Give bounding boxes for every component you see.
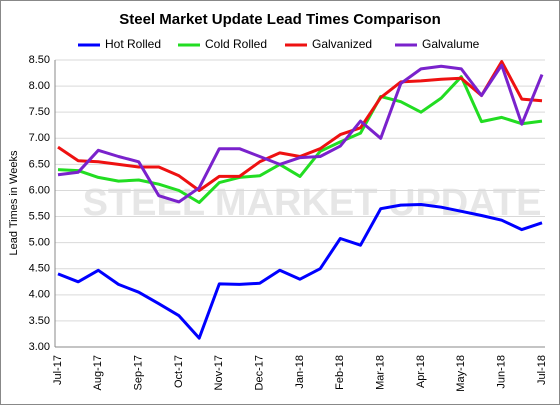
x-tick-label: Aug-17: [92, 355, 104, 390]
series-line: [57, 203, 543, 340]
x-tick-label: Feb-18: [334, 355, 346, 390]
x-tick-label: Nov-17: [213, 355, 225, 390]
x-tick-label: Jun-18: [496, 355, 508, 389]
series-line: [57, 63, 544, 204]
legend-label: Cold Rolled: [205, 37, 267, 51]
y-tick-label: 6.00: [29, 184, 50, 196]
x-tick-label: Dec-17: [254, 355, 266, 390]
y-tick-label: 3.50: [29, 315, 50, 327]
y-tick-label: 8.00: [29, 80, 50, 92]
y-tick-label: 7.00: [29, 132, 50, 144]
x-tick-label: Sep-17: [133, 355, 145, 390]
y-tick-label: 5.50: [29, 210, 50, 222]
watermark: STEEL MARKET UPDATE: [83, 182, 542, 224]
x-tick-label: May-18: [455, 355, 467, 392]
x-tick-label: Oct-17: [173, 355, 185, 388]
x-tick-label: Mar-18: [375, 355, 387, 390]
x-tick-label: Jan-18: [294, 355, 306, 389]
x-tick-label: Apr-18: [415, 355, 427, 388]
legend-label: Galvanized: [312, 37, 372, 51]
y-tick-label: 4.00: [29, 289, 50, 301]
y-tick-label: 8.50: [29, 54, 50, 66]
x-tick-label: Jul-18: [536, 355, 548, 385]
x-tick-label: Jul-17: [52, 355, 64, 385]
y-tick-label: 5.00: [29, 237, 50, 249]
y-tick-label: 7.50: [29, 106, 50, 118]
chart-title: Steel Market Update Lead Times Compariso…: [119, 11, 440, 28]
y-tick-label: 3.00: [29, 341, 50, 353]
y-axis-label: Lead Times in Weeks: [8, 150, 20, 255]
series-line: [57, 75, 543, 204]
y-tick-label: 6.50: [29, 158, 50, 170]
y-tick-label: 4.50: [29, 263, 50, 275]
legend-label: Hot Rolled: [105, 37, 161, 51]
legend-label: Galvalume: [422, 37, 480, 51]
